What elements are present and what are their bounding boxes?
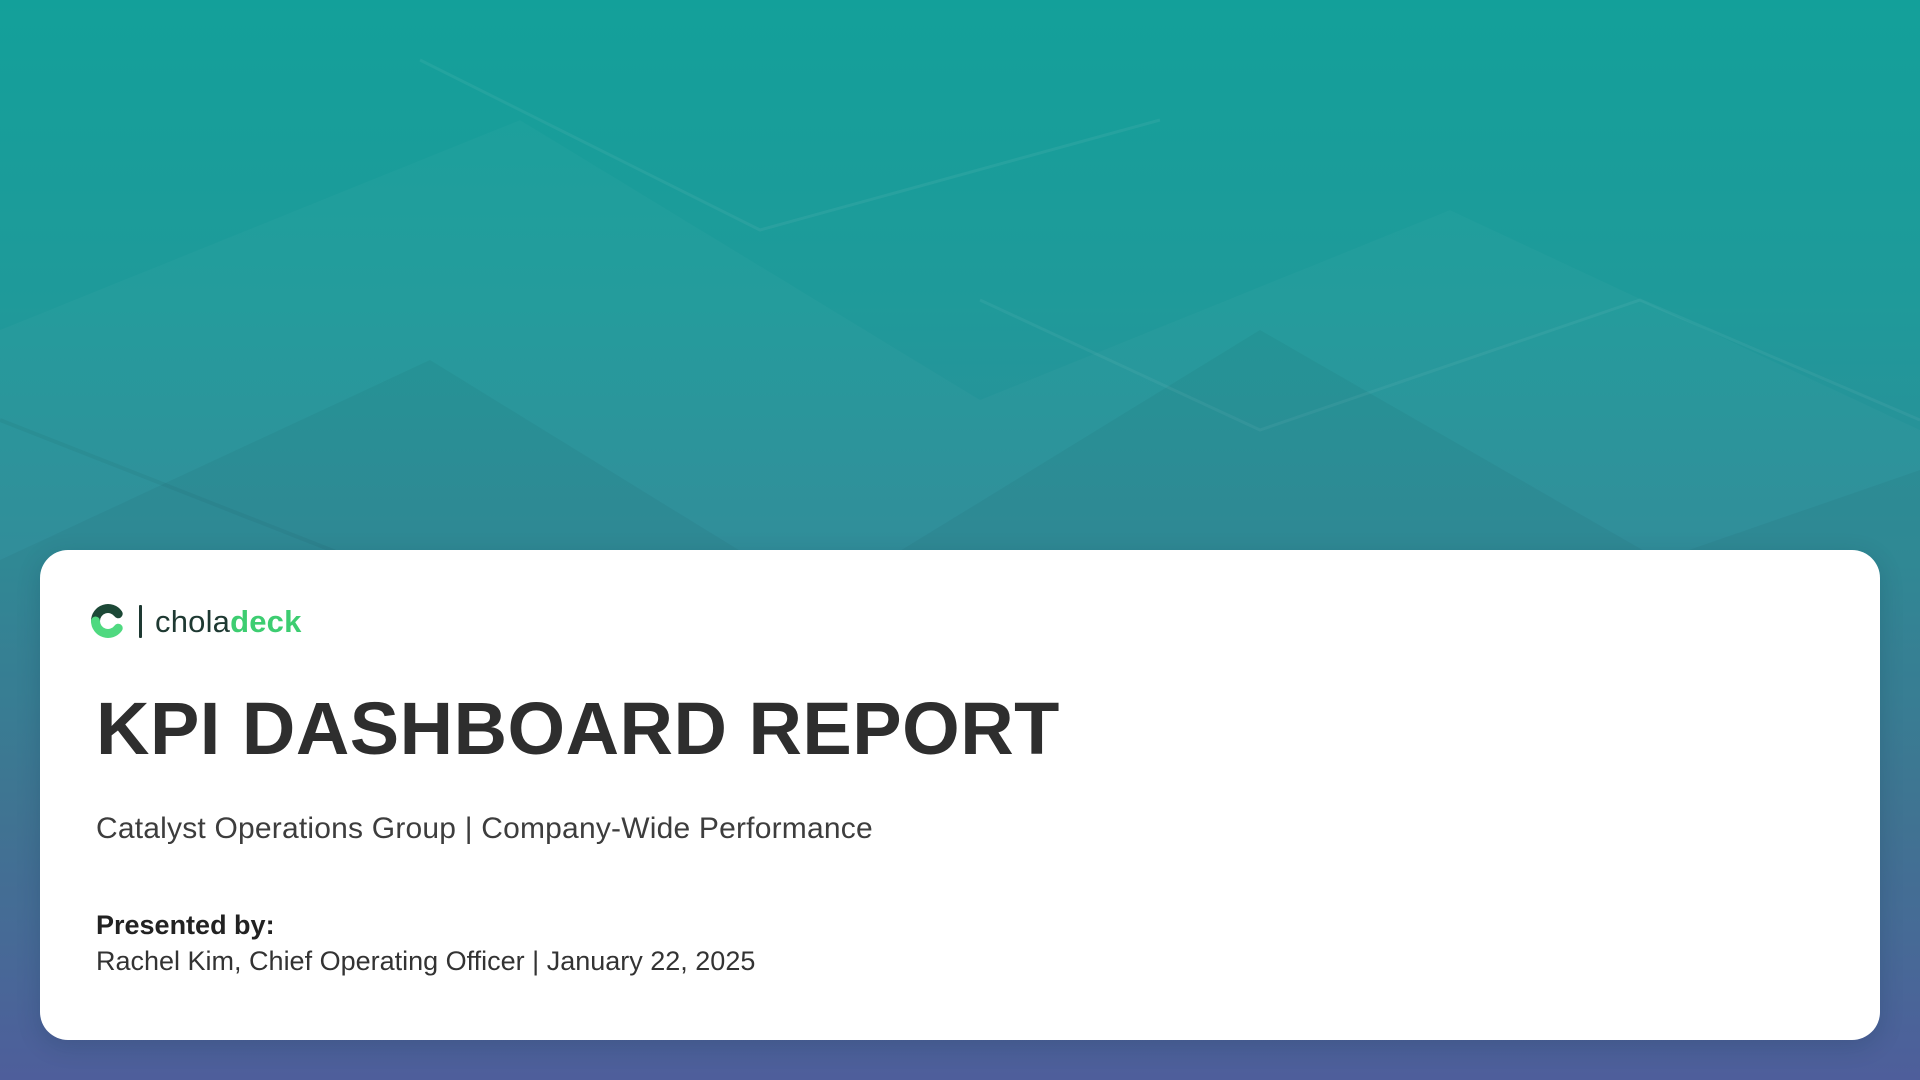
presented-by-label: Presented by: [96, 910, 275, 940]
title-slide-card: chola deck KPI DASHBOARD REPORT Catalyst … [40, 550, 1880, 1040]
page-title: KPI DASHBOARD REPORT [96, 687, 1060, 770]
brand-wordmark: chola deck [155, 606, 302, 637]
presenter-line: Rachel Kim, Chief Operating Officer | Ja… [96, 945, 756, 976]
brand-wordmark-first: chola [155, 603, 231, 639]
brand-logo: chola deck [88, 602, 1820, 640]
choladeck-c-icon [91, 604, 123, 638]
brand-wordmark-second: deck [230, 603, 302, 639]
logo-divider [139, 604, 142, 638]
slide-subtitle: Catalyst Operations Group | Company-Wide… [96, 812, 873, 845]
presented-by-block: Presented by: Rachel Kim, Chief Operatin… [96, 908, 1820, 980]
